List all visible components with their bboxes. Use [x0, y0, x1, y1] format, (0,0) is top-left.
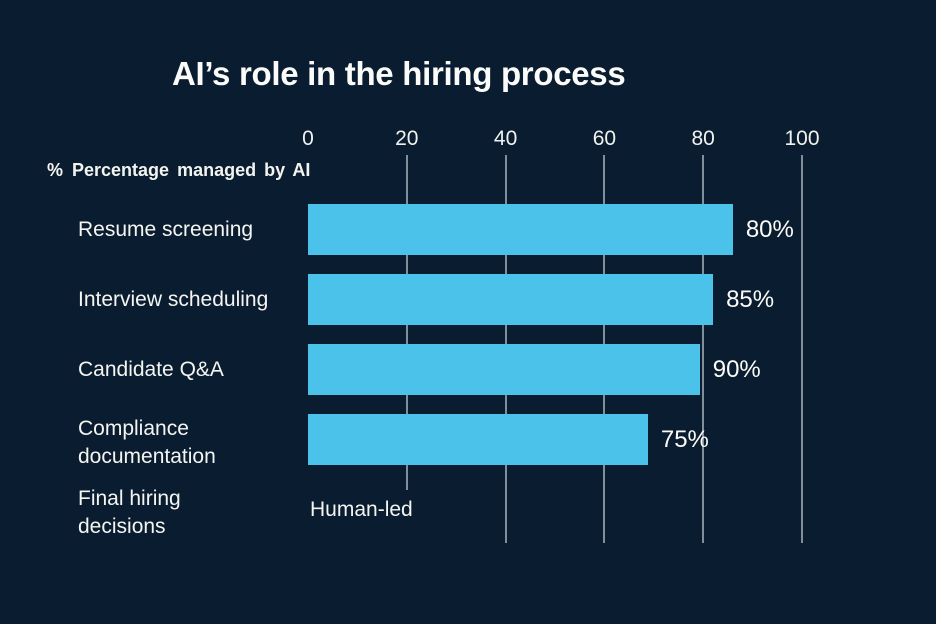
category-label-resume-screening: Resume screening [78, 217, 254, 241]
value-label-interview-scheduling: 85% [726, 285, 775, 313]
bar-compliance-documentation [308, 414, 648, 465]
tick-label-20: 20 [395, 127, 419, 150]
x-axis-tick-labels: 0 20 40 60 80 100 [302, 127, 819, 151]
bar-interview-scheduling [308, 274, 714, 325]
category-label-candidate-qa: Candidate Q&A [78, 357, 224, 381]
bar-candidate-qa [308, 344, 700, 395]
value-label-compliance-documentation: 75% [660, 425, 709, 453]
bar-resume-screening [308, 204, 733, 255]
category-label-interview-scheduling: Interview scheduling [78, 287, 269, 311]
tick-label-40: 40 [493, 127, 518, 150]
x-axis-caption-text: Percentage managed by AI [72, 160, 311, 180]
x-axis-caption: % Percentage managed by AI [47, 160, 310, 181]
plot-area: 80% 85% 90% 75% Human-led [308, 155, 803, 543]
value-label-resume-screening: 80% [745, 215, 794, 243]
tick-label-100: 100 [784, 127, 820, 150]
chart-title: AI’s role in the hiring process [172, 55, 626, 92]
gridline-100 [801, 155, 803, 543]
tick-label-0: 0 [302, 127, 314, 150]
category-label-final-hiring-decisions: Final hiring decisions [78, 487, 181, 538]
percent-symbol: % [47, 160, 64, 180]
value-label-candidate-qa: 90% [712, 355, 761, 383]
category-label-compliance-documentation: Compliance documentation [78, 417, 216, 468]
gridline-80 [702, 155, 705, 543]
tick-label-80: 80 [691, 127, 715, 150]
tick-label-60: 60 [592, 127, 617, 150]
human-led-annotation: Human-led [310, 497, 413, 521]
